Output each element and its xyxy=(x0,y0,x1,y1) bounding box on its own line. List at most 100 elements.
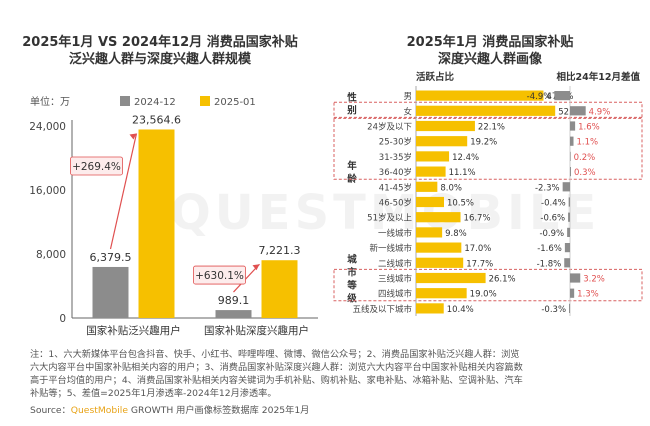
diff-value-label: 0.3% xyxy=(574,168,596,178)
row-label: 五线及以下城市 xyxy=(352,304,412,315)
bar-value-label: 7,221.3 xyxy=(259,244,301,257)
share-value-label: 10.4% xyxy=(447,305,474,315)
share-bar xyxy=(416,136,468,147)
diff-value-label: 3.2% xyxy=(583,275,605,285)
diff-value-label: -2.3% xyxy=(535,183,560,193)
group-label-char: 性 xyxy=(347,92,357,104)
group-label-char: 别 xyxy=(346,105,357,117)
share-bar xyxy=(416,242,462,253)
y-tick-label: 0 xyxy=(59,313,66,325)
diff-value-label: 1.1% xyxy=(577,138,599,148)
footnote: 注：1、六大新媒体平台包含抖音、快手、小红书、哔哩哔哩、微博、微信公众号；2、消… xyxy=(30,348,630,400)
bar-2024-12 xyxy=(92,266,129,318)
bar-2025-01 xyxy=(138,129,175,318)
x-category-label: 国家补贴深度兴趣用户 xyxy=(204,324,309,337)
diff-bar-negative xyxy=(568,197,570,207)
share-bar xyxy=(416,120,475,132)
diff-value-label: 1.6% xyxy=(578,123,600,133)
y-tick-label: 24,000 xyxy=(29,121,66,133)
growth-arrowhead xyxy=(252,264,260,271)
share-bar xyxy=(416,272,486,284)
right-title-line1: 2025年1月 消费品国家补贴 xyxy=(406,35,574,50)
legend-label-2025-01: 2025-01 xyxy=(214,97,256,108)
right-chart-title: 2025年1月 消费品国家补贴 深度兴趣人群画像 xyxy=(330,34,650,68)
left-title-line2: 泛兴趣人群与深度兴趣人群规模 xyxy=(68,52,251,67)
share-value-label: 26.1% xyxy=(489,275,516,285)
bar-2025-01 xyxy=(261,260,298,318)
diff-bar-negative xyxy=(569,303,570,313)
share-value-label: 10.5% xyxy=(447,199,474,209)
header-active-share: 活跃占比 xyxy=(416,71,455,83)
diff-value-label: -0.9% xyxy=(539,229,564,239)
source-prefix: Source： xyxy=(30,405,71,416)
growth-badge-label: +269.4% xyxy=(72,161,121,173)
row-label: 36-40岁 xyxy=(379,167,412,178)
growth-arrow xyxy=(233,263,260,293)
y-tick-label: 16,000 xyxy=(29,185,66,197)
highlight-box xyxy=(333,101,643,119)
growth-badge xyxy=(70,156,123,176)
bar-value-label: 6,379.5 xyxy=(90,251,132,264)
diff-value-label: 4.9% xyxy=(589,107,611,117)
row-label: 新一线城市 xyxy=(369,243,412,254)
left-bar-chart: 单位：万 2024-12 2025-01 0 8,000 16,000 24,000 6,37… xyxy=(29,95,318,337)
diff-bar-negative xyxy=(554,91,570,101)
diff-value-label: -4.9% xyxy=(527,92,552,102)
header-diff: 相比24年12月差值 xyxy=(557,71,641,83)
diff-bar-negative xyxy=(562,182,570,192)
growth-badge xyxy=(193,265,246,285)
share-bar xyxy=(416,212,461,223)
share-bar xyxy=(416,303,444,314)
diff-value-label: -1.6% xyxy=(537,244,562,254)
row-label: 25-30岁 xyxy=(379,137,412,148)
share-bar xyxy=(416,288,467,299)
footnote-line4: 补贴等；5、差值=2025年1月渗透率-2024年12月渗透率。 xyxy=(30,388,277,399)
bar-value-label: 989.1 xyxy=(218,294,250,307)
y-tick-label: 8,000 xyxy=(36,249,66,261)
row-label: 41-45岁 xyxy=(379,182,412,193)
diff-value-label: -0.3% xyxy=(541,305,566,315)
row-label: 31-35岁 xyxy=(379,152,412,163)
source-brand: QuestMobile xyxy=(70,405,128,416)
row-label: 四线城市 xyxy=(378,289,413,300)
row-label: 女 xyxy=(403,106,412,117)
footnote-line3: 高于平台均值的用户；4、消费品国家补贴相关内容关键词为手机补贴、购机补贴、家电补… xyxy=(30,375,523,386)
diff-bar-positive xyxy=(570,151,571,161)
diff-bar-positive xyxy=(570,167,571,177)
row-label: 51岁及以上 xyxy=(367,213,412,224)
diff-value-label: -1.8% xyxy=(537,259,562,269)
diff-bar-positive xyxy=(570,273,581,283)
unit-label: 单位：万 xyxy=(30,95,70,108)
x-category-label: 国家补贴泛兴趣用户 xyxy=(86,324,181,337)
share-bar xyxy=(416,196,444,208)
share-value-label: 17.7% xyxy=(466,259,493,269)
right-title-line2: 深度兴趣人群画像 xyxy=(437,52,542,67)
row-label: 一线城市 xyxy=(378,228,413,239)
group-label-char: 城 xyxy=(347,254,357,266)
share-value-label: 9.8% xyxy=(445,229,467,239)
diff-bar-negative xyxy=(567,227,570,237)
bar-value-label: 23,564.6 xyxy=(132,113,181,126)
diff-bar-negative xyxy=(564,243,570,253)
left-title-line1: 2025年1月 VS 2024年12月 消费品国家补贴 xyxy=(22,35,298,50)
legend-swatch-2024-12 xyxy=(120,96,130,106)
row-label: 46-50岁 xyxy=(379,198,412,209)
share-value-label: 19.0% xyxy=(470,290,497,300)
bar-2024-12 xyxy=(215,310,252,318)
diff-bar-negative xyxy=(564,258,570,268)
share-bar xyxy=(416,166,446,177)
share-value-label: 12.4% xyxy=(452,153,479,163)
share-bar xyxy=(416,90,544,101)
share-value-label: 8.0% xyxy=(440,183,462,193)
group-label-char: 市 xyxy=(347,267,357,279)
group-label-char: 级 xyxy=(346,293,357,305)
footnote-line2: 六大内容平台中国家补贴相关内容的用户；3、消费品国家补贴深度兴趣人群：浏览六大内… xyxy=(30,362,523,373)
right-profile-chart: 活跃占比相比24年12月差值性别年龄城市等级男47.8%-4.9%女52.2%4… xyxy=(333,71,643,316)
diff-bar-negative xyxy=(568,212,570,222)
row-label: 24岁及以下 xyxy=(367,122,412,133)
left-chart-title: 2025年1月 VS 2024年12月 消费品国家补贴 泛兴趣人群与深度兴趣人群… xyxy=(0,34,320,68)
share-bar xyxy=(416,105,556,116)
diff-bar-positive xyxy=(570,121,576,131)
diff-bar-positive xyxy=(570,106,586,116)
group-label-char: 等 xyxy=(346,280,357,292)
